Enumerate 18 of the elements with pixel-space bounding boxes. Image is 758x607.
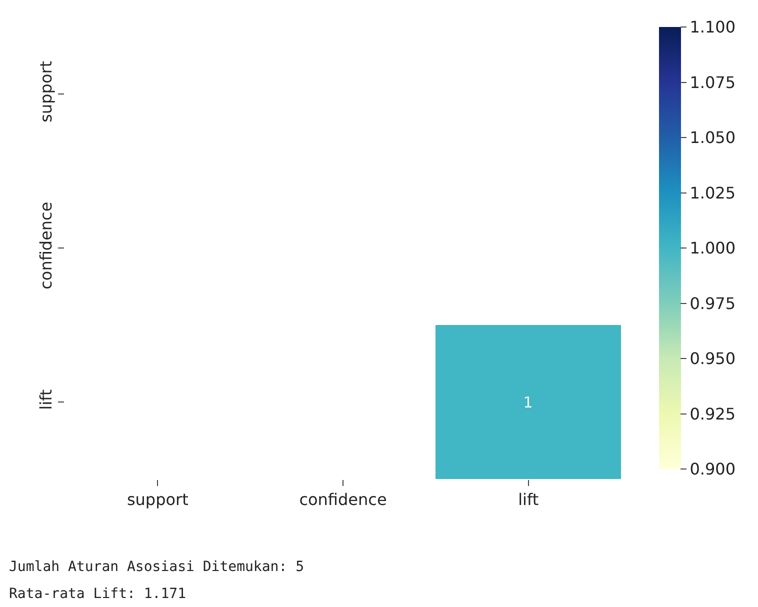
color-bar-label: 1.000 (690, 238, 736, 258)
y-tick-label: support (36, 60, 56, 122)
color-bar-label: 1.075 (690, 72, 736, 92)
color-bar-label: 0.950 (690, 349, 736, 368)
color-bar-label: 1.100 (690, 18, 736, 37)
y-tick-label: confidence (36, 202, 56, 290)
x-tick-label: lift (518, 490, 539, 510)
color-bar-label: 0.975 (690, 294, 736, 313)
text: Jumlah Aturan Asosiasi Ditemukan: 5 (9, 559, 304, 575)
x-tick-label: confidence (299, 490, 387, 510)
text: Rata-rata Lift: 1.171 (9, 586, 186, 602)
data-label: 1 (523, 393, 533, 412)
y-tick-label: lift (36, 389, 56, 410)
color-bar-label: 0.900 (690, 460, 736, 479)
color-bar-label: 1.025 (690, 183, 736, 202)
color-bar-label: 0.925 (690, 404, 736, 424)
color-bar-label: 1.050 (690, 128, 736, 148)
x-tick-label: support (126, 490, 188, 510)
